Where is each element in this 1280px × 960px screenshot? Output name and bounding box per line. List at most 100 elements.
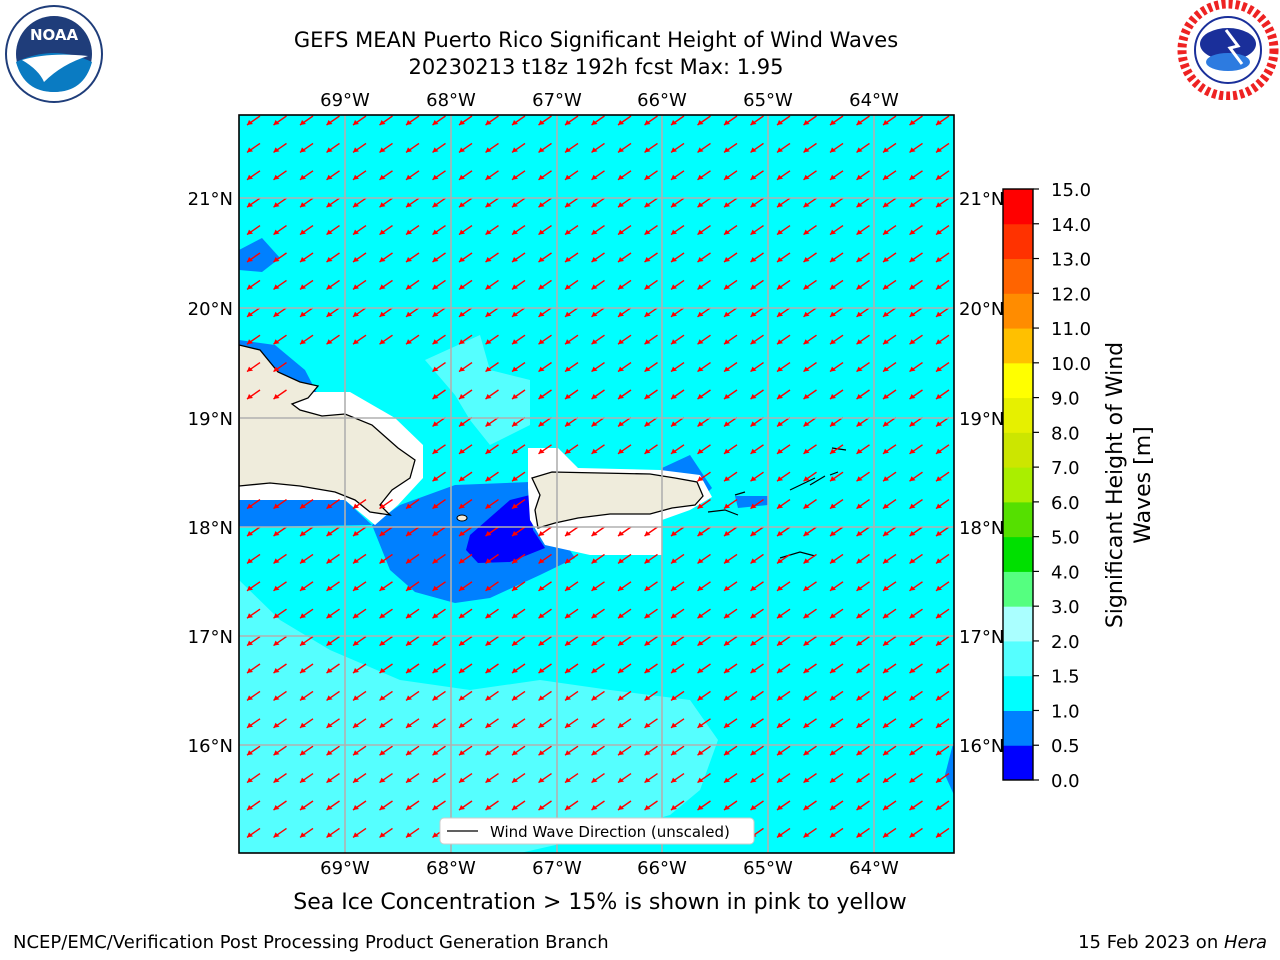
wave-direction-arrowhead — [883, 284, 889, 290]
wave-direction-arrowhead — [512, 202, 518, 208]
wave-direction-arrowhead — [803, 339, 810, 345]
wave-direction-arrowhead — [247, 174, 253, 180]
wave-direction-arrowhead — [247, 394, 253, 399]
wave-direction-arrowhead — [459, 284, 465, 290]
wave-direction-arrowhead — [459, 558, 465, 564]
wave-direction-arrowhead — [406, 120, 412, 125]
wave-direction-arrowhead — [671, 695, 677, 701]
wave-direction-arrowhead — [273, 832, 280, 838]
wave-direction-arrowhead — [830, 147, 836, 153]
wave-direction-arrowhead — [909, 613, 916, 619]
wave-direction-arrowhead — [803, 394, 810, 399]
wave-direction-arrowhead — [406, 832, 412, 838]
wave-direction-arrowhead — [591, 777, 598, 783]
wave-direction-arrowhead — [512, 339, 518, 345]
wave-direction-arrowhead — [326, 832, 333, 838]
wave-direction-arrowhead — [909, 366, 916, 372]
wave-direction-arrowhead — [459, 202, 465, 208]
wave-direction-arrowhead — [909, 202, 916, 208]
wave-direction-arrowhead — [724, 229, 730, 235]
wave-direction-arrowhead — [750, 366, 757, 372]
colorbar-segment — [1003, 397, 1033, 433]
wave-direction-arrowhead — [300, 339, 306, 345]
wave-direction-arrowhead — [856, 695, 863, 701]
wave-direction-arrowhead — [909, 531, 916, 536]
wave-direction-arrowhead — [803, 722, 810, 728]
longitude-label-bottom: 65°W — [743, 858, 793, 879]
wave-direction-arrowhead — [936, 695, 942, 701]
wave-direction-arrowhead — [883, 503, 889, 509]
wave-direction-arrowhead — [618, 722, 624, 728]
wave-direction-arrowhead — [697, 531, 704, 536]
wave-direction-arrowhead — [830, 503, 836, 509]
wave-direction-arrowhead — [512, 147, 518, 153]
wave-direction-arrowhead — [485, 257, 492, 262]
wave-direction-arrowhead — [565, 695, 571, 701]
wave-direction-arrowhead — [485, 120, 492, 125]
wave-direction-arrowhead — [936, 722, 942, 728]
wave-direction-arrowhead — [485, 147, 492, 153]
wave-direction-arrowhead — [565, 257, 571, 262]
wave-direction-arrowhead — [379, 311, 386, 317]
wave-direction-arrowhead — [512, 503, 518, 509]
wave-direction-arrowhead — [618, 284, 624, 290]
wave-direction-arrowhead — [618, 750, 624, 756]
wave-direction-arrowhead — [459, 585, 465, 591]
wave-direction-arrowhead — [909, 120, 916, 125]
wave-direction-arrowhead — [538, 257, 545, 262]
wave-direction-arrowhead — [750, 695, 757, 701]
wave-direction-arrowhead — [909, 722, 916, 728]
wave-direction-arrowhead — [803, 284, 810, 290]
wave-direction-arrowhead — [856, 366, 863, 372]
longitude-label-top: 64°W — [849, 90, 899, 111]
wave-direction-arrowhead — [379, 585, 386, 591]
wave-direction-arrowhead — [273, 640, 280, 646]
wave-direction-arrowhead — [247, 777, 253, 783]
wave-direction-arrowhead — [459, 777, 465, 783]
wave-direction-arrowhead — [591, 640, 598, 646]
wave-direction-arrowhead — [724, 366, 730, 372]
wave-direction-arrowhead — [856, 503, 863, 509]
wave-direction-arrowhead — [830, 421, 836, 427]
wave-direction-arrowhead — [750, 777, 757, 783]
wave-direction-arrowhead — [697, 284, 704, 290]
wave-direction-arrowhead — [406, 695, 412, 701]
wave-direction-arrowhead — [485, 668, 492, 673]
wave-direction-arrowhead — [353, 531, 359, 536]
wave-direction-arrowhead — [326, 777, 333, 783]
wave-direction-arrowhead — [485, 640, 492, 646]
wave-direction-arrowhead — [936, 448, 942, 454]
wave-direction-arrowhead — [644, 640, 651, 646]
wave-direction-arrowhead — [724, 722, 730, 728]
wave-direction-arrowhead — [883, 174, 889, 180]
wave-direction-arrowhead — [618, 366, 624, 372]
wave-direction-arrowhead — [591, 120, 598, 125]
latitude-label-right: 17°N — [959, 627, 1004, 648]
wave-direction-arrowhead — [856, 476, 863, 482]
wave-direction-arrowhead — [565, 640, 571, 646]
footer-machine: Hera — [1223, 932, 1267, 953]
wave-direction-arrowhead — [697, 558, 704, 564]
wave-direction-arrowhead — [565, 120, 571, 125]
wave-direction-arrowhead — [512, 476, 518, 482]
wave-direction-arrowhead — [406, 503, 412, 509]
wave-direction-arrowhead — [273, 503, 280, 509]
wave-direction-arrowhead — [777, 366, 783, 372]
wave-direction-arrowhead — [618, 585, 624, 591]
wave-direction-arrowhead — [750, 722, 757, 728]
wave-direction-arrowhead — [777, 805, 783, 810]
wave-direction-arrowhead — [883, 695, 889, 701]
wave-direction-arrowhead — [803, 257, 810, 262]
wave-direction-arrowhead — [300, 805, 306, 810]
wave-direction-arrowhead — [379, 202, 386, 208]
wave-direction-arrowhead — [459, 503, 465, 509]
wave-direction-arrowhead — [300, 640, 306, 646]
wave-direction-arrowhead — [565, 202, 571, 208]
wave-direction-arrowhead — [432, 120, 439, 125]
colorbar-tick-label: 12.0 — [1051, 284, 1091, 305]
wave-direction-arrowhead — [459, 257, 465, 262]
wave-direction-arrowhead — [909, 174, 916, 180]
wave-direction-arrowhead — [856, 613, 863, 619]
wave-direction-arrowhead — [300, 311, 306, 317]
wave-direction-arrowhead — [909, 832, 916, 838]
